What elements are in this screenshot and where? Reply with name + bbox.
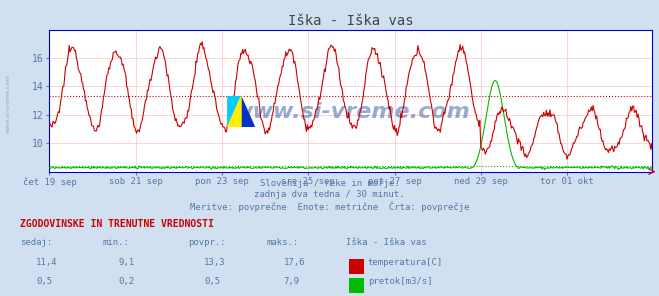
Text: ZGODOVINSKE IN TRENUTNE VREDNOSTI: ZGODOVINSKE IN TRENUTNE VREDNOSTI — [20, 219, 214, 229]
Text: 0,5: 0,5 — [36, 277, 52, 286]
Text: www.si-vreme.com: www.si-vreme.com — [5, 74, 11, 133]
Text: povpr.:: povpr.: — [188, 238, 225, 247]
Title: Iška - Iška vas: Iška - Iška vas — [288, 15, 414, 28]
Text: maks.:: maks.: — [267, 238, 299, 247]
Text: pretok[m3/s]: pretok[m3/s] — [368, 277, 432, 286]
Text: zadnja dva tedna / 30 minut.: zadnja dva tedna / 30 minut. — [254, 190, 405, 199]
Text: Iška - Iška vas: Iška - Iška vas — [346, 238, 426, 247]
Text: 13,3: 13,3 — [204, 258, 226, 266]
Text: Slovenija / reke in morje.: Slovenija / reke in morje. — [260, 179, 399, 188]
Text: 17,6: 17,6 — [283, 258, 305, 266]
Text: 0,2: 0,2 — [119, 277, 134, 286]
Text: 9,1: 9,1 — [119, 258, 134, 266]
Text: min.:: min.: — [102, 238, 129, 247]
Text: Meritve: povprečne  Enote: metrične  Črta: povprečje: Meritve: povprečne Enote: metrične Črta:… — [190, 202, 469, 212]
Text: 11,4: 11,4 — [36, 258, 58, 266]
Text: 7,9: 7,9 — [283, 277, 299, 286]
Text: sedaj:: sedaj: — [20, 238, 52, 247]
Text: 0,5: 0,5 — [204, 277, 220, 286]
Text: temperatura[C]: temperatura[C] — [368, 258, 443, 266]
Text: www.si-vreme.com: www.si-vreme.com — [232, 102, 470, 122]
